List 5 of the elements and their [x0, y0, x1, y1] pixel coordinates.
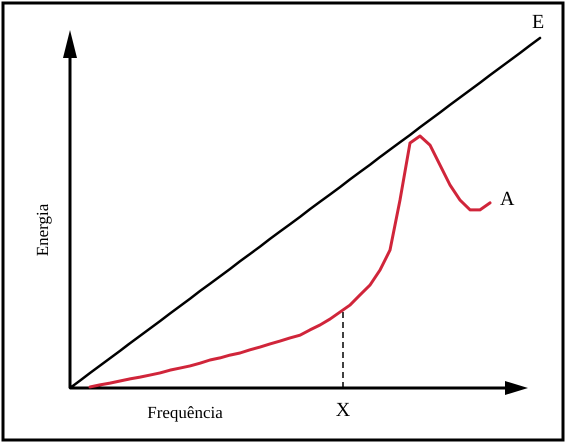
- series-label: A: [500, 188, 515, 210]
- y-axis-title: Energia: [33, 203, 52, 256]
- annotation: X: [336, 399, 351, 421]
- x-axis-title: Frequência: [147, 403, 224, 422]
- series-label: E: [532, 11, 544, 33]
